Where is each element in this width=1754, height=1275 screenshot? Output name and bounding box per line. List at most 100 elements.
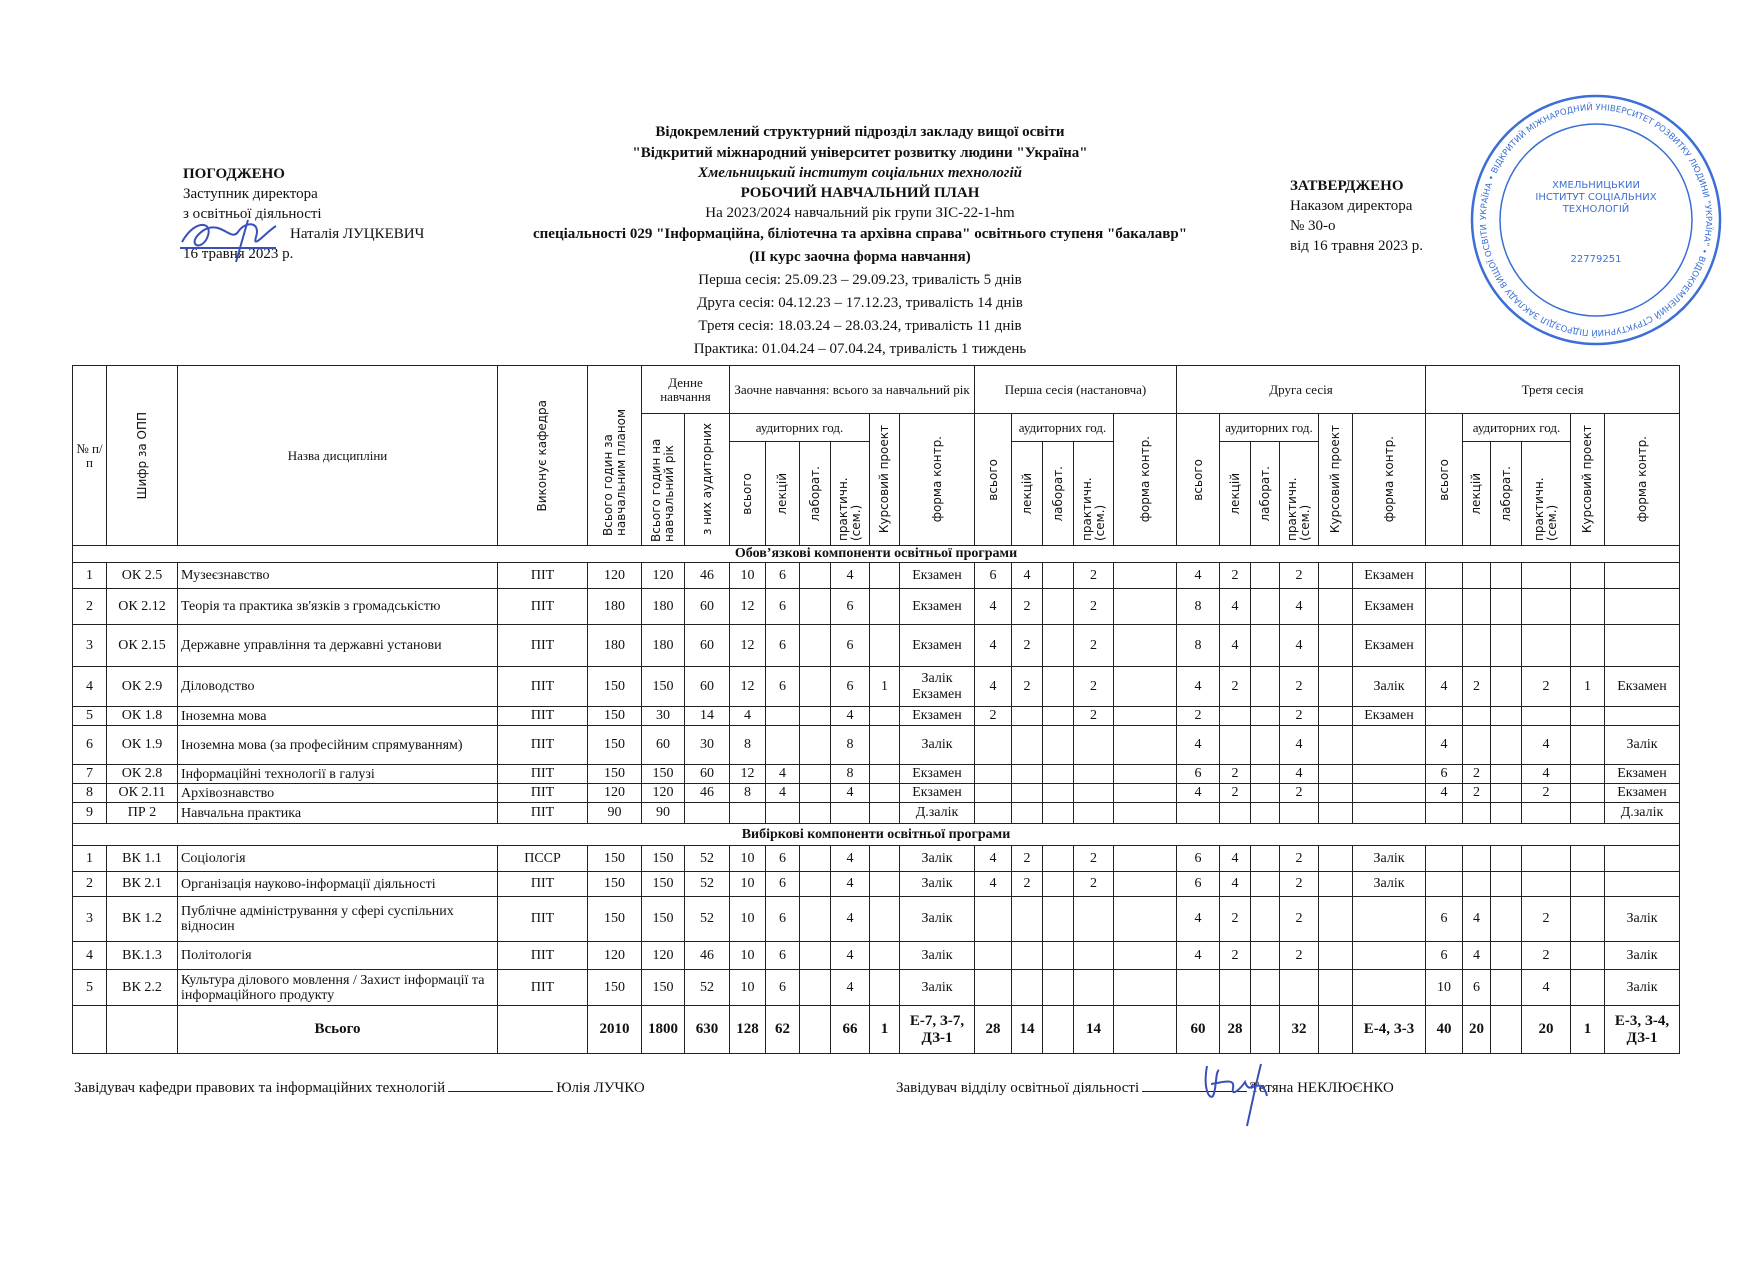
cell-zaoch-kp xyxy=(869,871,900,897)
cell-s2-pr xyxy=(1279,802,1319,824)
cell-s3-lab xyxy=(1490,562,1522,589)
cell-total-plan: 120 xyxy=(587,941,642,970)
cell-s3-form xyxy=(1604,706,1680,726)
cell-s2-kp xyxy=(1318,562,1353,589)
cell-s3-lec xyxy=(1462,725,1491,765)
cell-zaoch-form: Екзамен xyxy=(899,764,975,784)
row-name: Іноземна мова (за професійним спрямуванн… xyxy=(177,725,498,765)
cell-zaoch-all: 10 xyxy=(729,871,766,897)
cell-s3-kp xyxy=(1570,588,1605,625)
total-s3-lec: 20 xyxy=(1462,1005,1491,1054)
cell-s2-lec: 4 xyxy=(1219,871,1251,897)
s2-lab: лаборат. xyxy=(1250,441,1280,546)
cell-s3-all xyxy=(1425,624,1463,667)
cell-zaoch-all: 10 xyxy=(729,941,766,970)
cell-s1-form xyxy=(1113,666,1177,707)
col-session-3: Третя сесія xyxy=(1425,365,1680,414)
cell-zaoch-kp xyxy=(869,588,900,625)
total-s3-all: 40 xyxy=(1425,1005,1463,1054)
cell-day-total: 90 xyxy=(641,802,685,824)
cell-day-aud: 30 xyxy=(684,725,730,765)
cell-s3-pr xyxy=(1521,845,1571,872)
row-num: 8 xyxy=(72,783,107,803)
cell-s3-pr xyxy=(1521,871,1571,897)
s2-lec: лекцій xyxy=(1219,441,1251,546)
cell-s1-pr: 2 xyxy=(1073,562,1114,589)
table-row: 8 ОК 2.11 Архівознавство ПІТ 120 120 46 8 4 4 Екза… xyxy=(72,783,1680,803)
cell-total-plan: 150 xyxy=(587,871,642,897)
cell-s1-lec: 2 xyxy=(1011,845,1043,872)
cell-s3-lec: 2 xyxy=(1462,783,1491,803)
s2-kp: Курсовий проект xyxy=(1318,413,1353,546)
cell-s2-kp xyxy=(1318,845,1353,872)
cell-s1-pr: 2 xyxy=(1073,624,1114,667)
row-name: Музеєзнавство xyxy=(177,562,498,589)
cell-s3-lec xyxy=(1462,802,1491,824)
cell-s3-lab xyxy=(1490,764,1522,784)
cell-zaoch-pr: 8 xyxy=(830,764,870,784)
row-num: 3 xyxy=(72,624,107,667)
cell-zaoch-kp xyxy=(869,764,900,784)
cell-zaoch-lec: 6 xyxy=(765,588,800,625)
cell-zaoch-all: 8 xyxy=(729,725,766,765)
cell-zaoch-kp xyxy=(869,706,900,726)
cell-s1-lec: 2 xyxy=(1011,871,1043,897)
cell-s2-lab xyxy=(1250,764,1280,784)
cell-s3-kp xyxy=(1570,725,1605,765)
cell-s2-form xyxy=(1352,764,1426,784)
cell-s3-lab xyxy=(1490,969,1522,1006)
col-dept: Виконує кафедра xyxy=(497,365,588,546)
cell-zaoch-pr xyxy=(830,802,870,824)
row-name: Організація науково-інформації діяльност… xyxy=(177,871,498,897)
cell-s2-pr: 2 xyxy=(1279,562,1319,589)
total-day-total: 1800 xyxy=(641,1005,685,1054)
cell-s3-lab xyxy=(1490,588,1522,625)
cell-day-total: 150 xyxy=(641,764,685,784)
cell-zaoch-pr: 4 xyxy=(830,896,870,942)
cell-s3-form: Залік xyxy=(1604,941,1680,970)
zaoch-form: форма контр. xyxy=(899,413,975,546)
footer-left-role: Завідувач кафедри правових та інформацій… xyxy=(74,1080,446,1096)
cell-zaoch-lec: 6 xyxy=(765,969,800,1006)
cell-s2-pr: 2 xyxy=(1279,706,1319,726)
row-name: Теорія та практика зв'язків з громадські… xyxy=(177,588,498,625)
cell-total-plan: 150 xyxy=(587,845,642,872)
institution-line-1: Відокремлений структурний підрозділ закл… xyxy=(655,124,1065,140)
cell-s3-form xyxy=(1604,624,1680,667)
cell-s3-pr: 4 xyxy=(1521,725,1571,765)
cell-zaoch-lec: 6 xyxy=(765,871,800,897)
cell-zaoch-kp xyxy=(869,969,900,1006)
cell-zaoch-lec: 4 xyxy=(765,764,800,784)
row-name: Публічне адміністрування у сфері суспіль… xyxy=(177,896,498,942)
cell-s2-lab xyxy=(1250,706,1280,726)
cell-day-total: 150 xyxy=(641,969,685,1006)
cell-day-total: 120 xyxy=(641,941,685,970)
cell-zaoch-all: 10 xyxy=(729,562,766,589)
cell-s3-pr xyxy=(1521,562,1571,589)
cell-s3-lab xyxy=(1490,783,1522,803)
cell-zaoch-form: Екзамен xyxy=(899,706,975,726)
row-name: Політологія xyxy=(177,941,498,970)
cell-s3-all: 4 xyxy=(1425,725,1463,765)
cell-day-total: 180 xyxy=(641,624,685,667)
row-dept: ПІТ xyxy=(497,896,588,942)
cell-s2-kp xyxy=(1318,941,1353,970)
document-header: Відокремлений структурний підрозділ закл… xyxy=(440,124,1280,364)
cell-zaoch-lab xyxy=(799,725,831,765)
zaoch-aud: аудиторних год. xyxy=(729,413,870,442)
cell-zaoch-all: 12 xyxy=(729,666,766,707)
col-session-2: Друга сесія xyxy=(1176,365,1426,414)
cell-s3-pr: 2 xyxy=(1521,666,1571,707)
cell-s1-pr xyxy=(1073,764,1114,784)
cell-s1-form xyxy=(1113,706,1177,726)
cell-s3-lec xyxy=(1462,706,1491,726)
cell-s2-all: 4 xyxy=(1176,725,1220,765)
s1-pr: практичн. (сем.) xyxy=(1073,441,1114,546)
cell-s3-lec xyxy=(1462,624,1491,667)
cell-zaoch-lab xyxy=(799,783,831,803)
row-dept: ПІТ xyxy=(497,562,588,589)
table-body: Обов’язкові компоненти освітньої програм… xyxy=(72,545,1680,1054)
cell-s1-lec xyxy=(1011,969,1043,1006)
row-num: 3 xyxy=(72,896,107,942)
cell-s3-lab xyxy=(1490,941,1522,970)
